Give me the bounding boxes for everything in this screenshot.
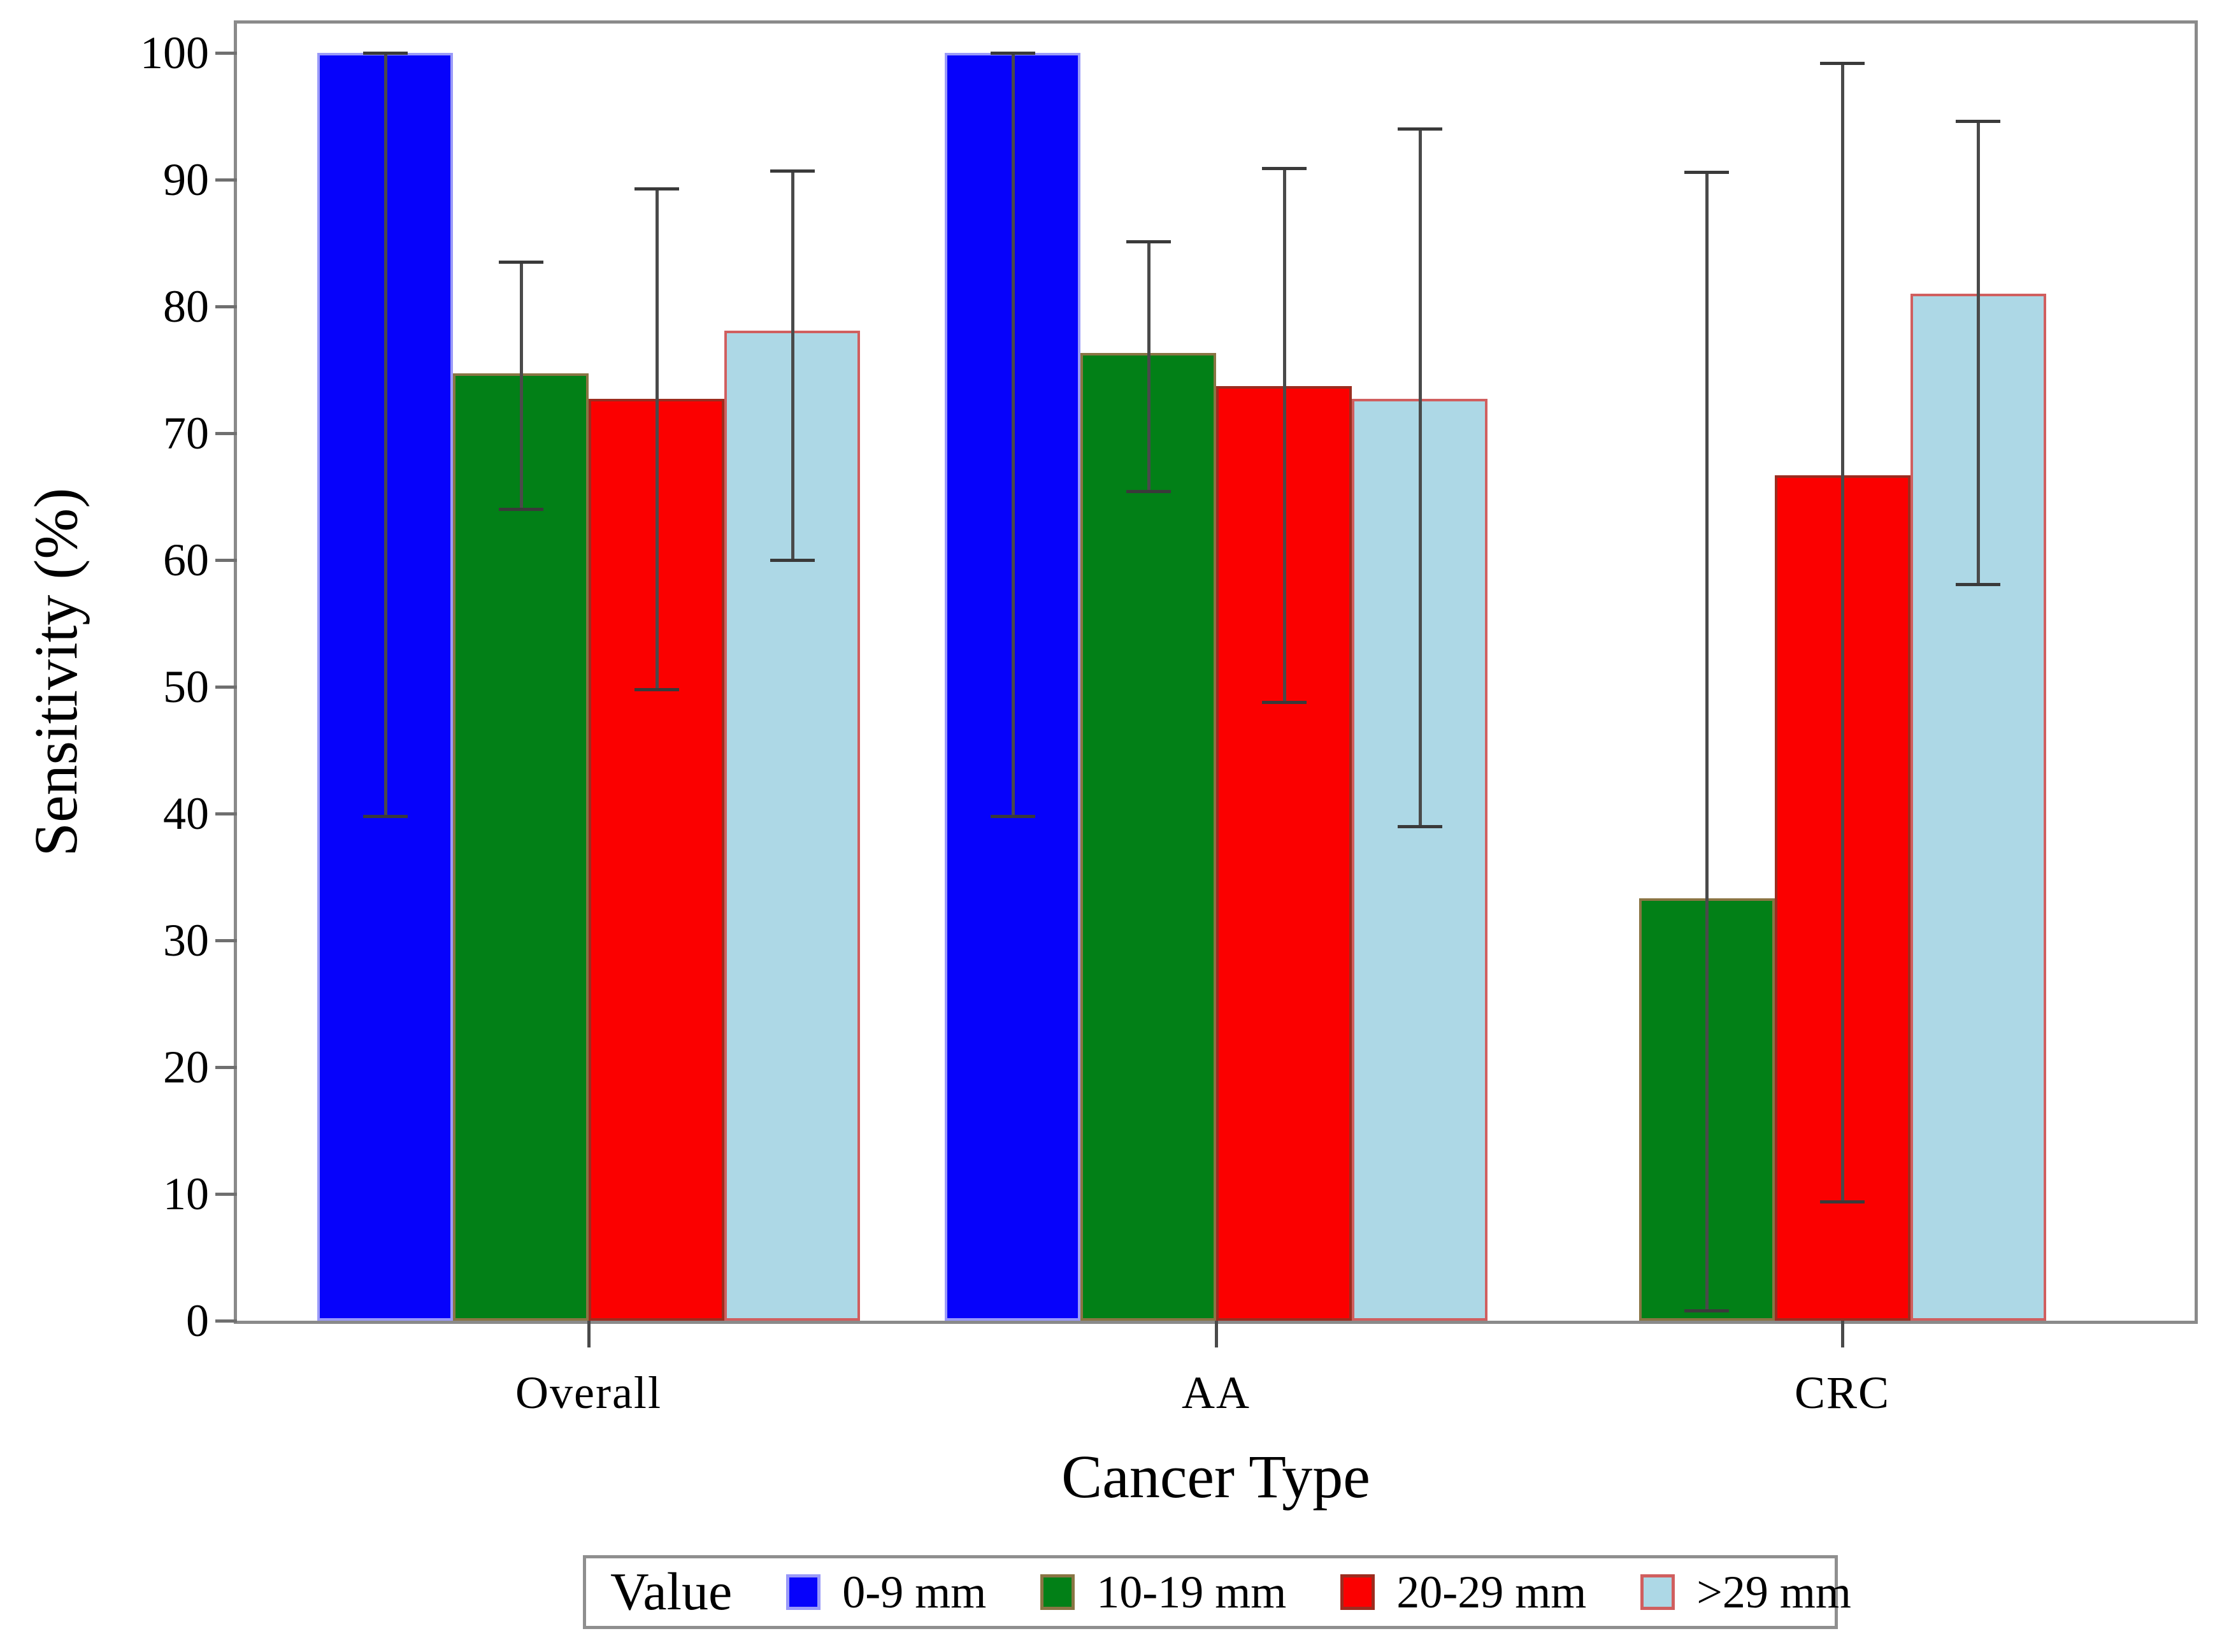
error-bar-cap-bottom [1126,490,1171,494]
error-bar-cap-bottom [1261,700,1307,704]
legend-item: 0-9 mm [786,1569,986,1615]
y-tick-mark [215,558,237,562]
y-tick-label: 80 [163,280,209,332]
error-bar-line [1147,241,1151,492]
error-bar-line [384,52,387,816]
error-bar-cap-bottom [1684,1309,1729,1313]
y-tick-label: 0 [186,1295,209,1346]
error-bar-cap-top [770,169,815,173]
legend-item: >29 mm [1640,1569,1851,1615]
y-tick-label: 100 [140,27,209,78]
y-tick-label: 20 [163,1041,209,1093]
y-tick-mark [215,1319,237,1323]
y-tick-mark [215,1065,237,1069]
error-bar-cap-bottom [990,814,1035,818]
legend-item: 20-29 mm [1340,1569,1586,1615]
legend-label: 20-29 mm [1396,1567,1587,1618]
bar [453,373,589,1321]
legend-swatch-icon [786,1574,821,1610]
error-bar-cap-top [1684,170,1729,174]
error-bar-cap-top [1261,166,1307,170]
error-bar-cap-top [1126,240,1171,244]
x-category-label: AA [1182,1367,1251,1418]
bar [1080,353,1216,1321]
error-bar-cap-top [1820,61,1865,65]
error-bar-line [1011,52,1015,816]
error-bar-cap-top [990,51,1035,55]
legend-label: 0-9 mm [842,1567,987,1618]
x-category-label: CRC [1794,1367,1891,1418]
legend: Value 0-9 mm 10-19 mm 20-29 mm >29 mm [583,1555,1851,1629]
error-bar-cap-bottom [770,558,815,562]
legend-title: Value [610,1562,733,1621]
y-tick-mark [215,938,237,942]
error-bar-cap-top [634,187,679,190]
x-tick-mark [1841,1321,1844,1347]
legend-label: 10-19 mm [1096,1567,1287,1618]
error-bar-cap-bottom [1397,824,1442,828]
error-bar-line [519,262,523,510]
y-tick-mark [215,685,237,689]
y-tick-label: 70 [163,407,209,459]
x-tick-mark [1215,1321,1218,1347]
error-bar-line [791,170,794,560]
error-bar-cap-top [1956,120,2000,124]
error-bar-cap-top [1397,127,1442,131]
error-bar-cap-bottom [1820,1200,1865,1203]
legend-swatch-icon [1040,1574,1075,1610]
error-bar-cap-bottom [1956,582,2000,586]
legend-items: 0-9 mm 10-19 mm 20-29 mm >29 mm [786,1569,1851,1615]
x-category-label: Overall [515,1367,662,1418]
y-tick-mark [215,812,237,815]
error-bar-cap-bottom [634,687,679,691]
error-bar-cap-top [362,51,408,55]
y-tick-label: 90 [163,154,209,205]
y-tick-label: 40 [163,787,209,839]
legend-swatch-icon [1640,1574,1675,1610]
y-tick-label: 50 [163,661,209,712]
y-tick-label: 60 [163,534,209,585]
legend-swatch-icon [1340,1574,1375,1610]
error-bar-line [1705,171,1709,1311]
y-tick-mark [215,51,237,55]
error-bar-cap-top [498,261,543,264]
x-tick-mark [587,1321,591,1347]
error-bar-line [1977,121,1980,584]
error-bar-line [655,188,659,689]
error-bar-line [1418,129,1422,826]
y-tick-mark [215,178,237,182]
y-tick-label: 10 [163,1168,209,1219]
error-bar-cap-bottom [498,508,543,512]
error-bar-line [1282,168,1286,702]
error-bar-cap-bottom [362,814,408,818]
y-tick-mark [215,305,237,308]
y-tick-mark [215,431,237,435]
error-bar-line [1841,62,1844,1202]
y-tick-mark [215,1192,237,1196]
legend-label: >29 mm [1696,1567,1851,1618]
x-axis-title: Cancer Type [1061,1442,1370,1511]
legend-item: 10-19 mm [1040,1569,1286,1615]
y-tick-label: 30 [163,914,209,966]
